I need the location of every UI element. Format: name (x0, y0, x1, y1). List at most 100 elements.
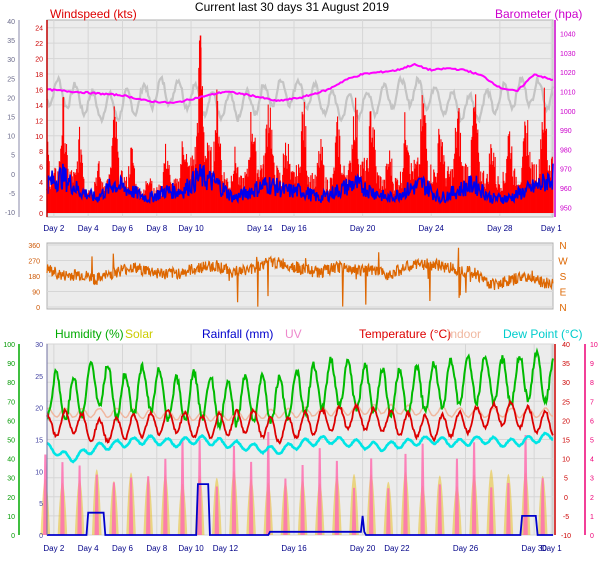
uv-bar (231, 445, 237, 535)
windspeed-tick-label: 18 (35, 72, 43, 79)
humidity-tick-label: 50 (7, 438, 15, 445)
direction-tick-label: 90 (32, 290, 40, 297)
windspeed-tick-label: 22 (35, 41, 43, 48)
uv-bar (111, 482, 117, 535)
outer-tick-label: 30 (7, 57, 15, 64)
humidity-tick-label: 30 (7, 476, 15, 483)
x-tick-label: Day 14 (247, 224, 273, 233)
temperature-tick-label: 35 (562, 361, 570, 368)
outer-tick-label: 20 (7, 95, 15, 102)
humidity-tick-label: 60 (7, 418, 15, 425)
uv-tick-label: 4 (590, 457, 594, 464)
barometer-tick-label: 1040 (560, 32, 576, 39)
humidity-tick-label: 10 (7, 514, 15, 521)
temperature-tick-label: 0 (564, 495, 568, 502)
uv-tick-label: 5 (590, 438, 594, 445)
x-tick-label: Day 2 (43, 224, 64, 233)
uv-tick-label: 9 (590, 361, 594, 368)
barometer-tick-label: 1000 (560, 109, 576, 116)
uv-tick-label: 7 (590, 399, 594, 406)
x-tick-label: Day 16 (281, 544, 307, 553)
outer-tick-label: 5 (11, 153, 15, 160)
uv-bar (163, 458, 168, 535)
temperature-tick-label: 25 (562, 399, 570, 406)
uv-bar (145, 476, 151, 535)
barometer-tick-label: 970 (560, 167, 572, 174)
uv-bar (43, 454, 48, 535)
uv-bar (437, 484, 443, 535)
dew-point-line (46, 431, 554, 464)
x-tick-label: Day 2 (43, 544, 64, 553)
inner-tick-label: 15 (35, 438, 43, 445)
x-tick-label: Day 6 (112, 224, 133, 233)
humidity-tick-label: 90 (7, 361, 15, 368)
temperature-line (46, 399, 554, 445)
dew-point-legend: Dew Point (°C) (503, 327, 582, 341)
barometer-tick-label: 990 (560, 128, 572, 135)
uv-tick-label: 0 (590, 533, 594, 540)
uv-bar (197, 440, 202, 535)
windspeed-legend: Windspeed (kts) (50, 7, 137, 21)
inner-tick-label: 20 (35, 406, 43, 413)
uv-bar (128, 477, 134, 535)
humidity-tick-label: 0 (11, 533, 15, 540)
chart-title: Current last 30 days 31 August 2019 (195, 0, 389, 14)
temperature-tick-label: -10 (561, 533, 571, 540)
windspeed-tick-label: 10 (35, 134, 43, 141)
uv-bar (540, 478, 545, 535)
windspeed-tick-label: 14 (35, 103, 43, 110)
windspeed-tick-label: 4 (39, 180, 43, 187)
compass-label: E (560, 288, 567, 299)
temperature-tick-label: 30 (562, 380, 570, 387)
x-tick-label: Day 8 (146, 544, 167, 553)
barometer-tick-label: 1030 (560, 51, 576, 58)
outer-tick-label: -10 (5, 210, 15, 217)
barometer-tick-label: 960 (560, 186, 572, 193)
uv-bar (506, 483, 511, 535)
x-tick-label: Day 1 (541, 224, 562, 233)
uv-tick-label: 10 (590, 342, 598, 349)
temperature-tick-label: 40 (562, 342, 570, 349)
windspeed-tick-label: 16 (35, 87, 43, 94)
uv-bar (523, 434, 528, 535)
windspeed-tick-label: 24 (35, 26, 43, 33)
inner-tick-label: 10 (35, 469, 43, 476)
humidity-tick-label: 70 (7, 399, 15, 406)
uv-bar (248, 461, 254, 535)
uv-bar (317, 448, 322, 535)
uv-bar (94, 474, 99, 535)
barometer-line (46, 62, 554, 104)
uv-bar (283, 478, 288, 535)
x-tick-label: Day 6 (112, 544, 133, 553)
humidity-legend: Humidity (%) (55, 327, 124, 341)
x-tick-label: Day 26 (453, 544, 479, 553)
temperature-tick-label: 15 (562, 438, 570, 445)
x-tick-label: Day 10 (178, 544, 204, 553)
x-tick-label: Day 4 (78, 544, 99, 553)
compass-label: N (559, 241, 566, 252)
uv-tick-label: 6 (590, 418, 594, 425)
compass-label: N (559, 303, 566, 314)
uv-bar (454, 458, 460, 535)
uv-tick-label: 3 (590, 476, 594, 483)
temperature-tick-label: 10 (562, 457, 570, 464)
barometer-legend: Barometer (hpa) (495, 7, 582, 21)
wind-average-line (46, 163, 554, 205)
uv-bar (403, 453, 408, 535)
uv-bar (351, 487, 357, 535)
uv-bar (386, 488, 391, 535)
x-tick-label: Day 10 (178, 224, 204, 233)
inner-tick-label: 0 (39, 533, 43, 540)
rainfall-line (47, 483, 553, 536)
barometer-tick-label: 1010 (560, 89, 576, 96)
windspeed-tick-label: 20 (35, 57, 43, 64)
uv-tick-label: 8 (590, 380, 594, 387)
uv-bar (334, 460, 340, 535)
outer-tick-label: 40 (7, 19, 15, 26)
x-tick-label: Day 20 (350, 544, 376, 553)
inner-tick-label: 30 (35, 342, 43, 349)
uv-bar (60, 462, 65, 535)
direction-tick-label: 360 (28, 243, 40, 250)
x-tick-label: Day 20 (350, 224, 376, 233)
